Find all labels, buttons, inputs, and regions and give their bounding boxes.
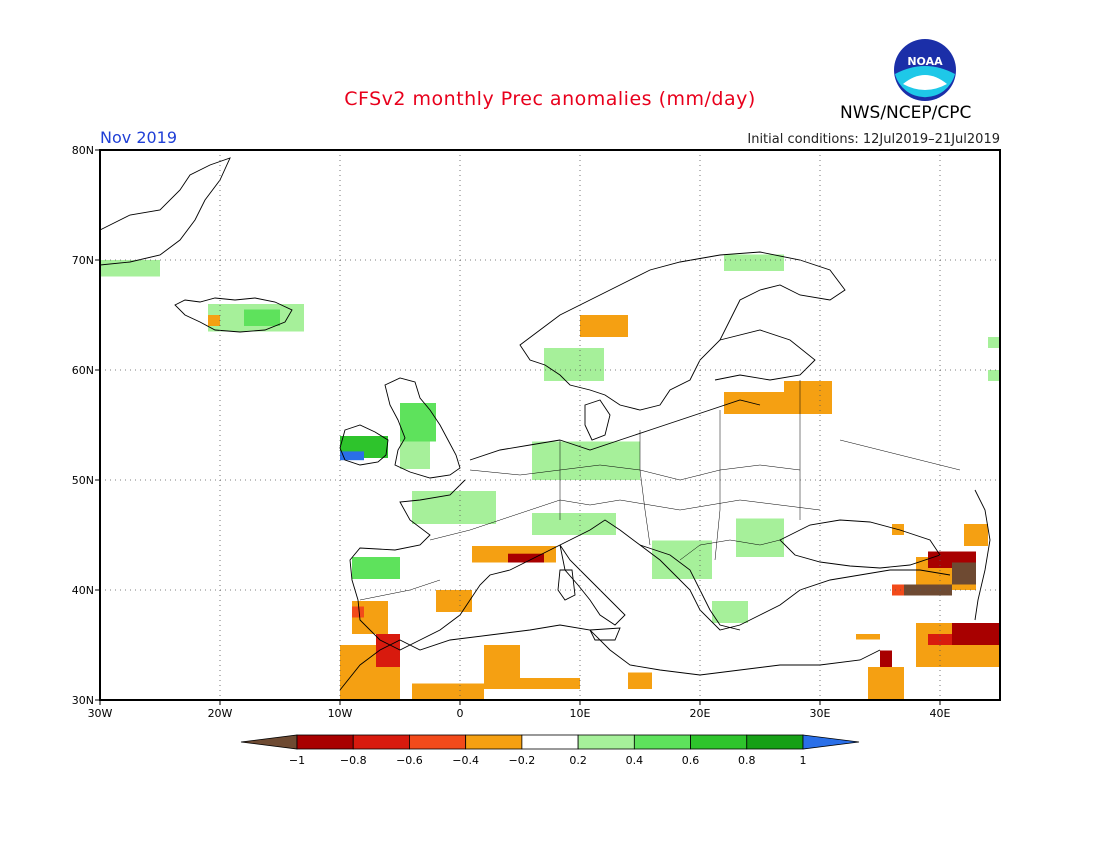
anomaly-region-7 — [340, 451, 364, 461]
colorbar-segment-0 — [296, 734, 354, 750]
anomaly-region-0 — [100, 260, 160, 277]
anomaly-region-30 — [724, 254, 784, 271]
anomaly-region-39 — [952, 623, 1000, 645]
colorbar-label: −0.8 — [340, 754, 367, 767]
lat-tick-label: 30N — [72, 694, 94, 707]
colorbar-segment-6 — [633, 734, 691, 750]
forecast-month: Nov 2019 — [100, 128, 178, 147]
anomaly-region-27 — [784, 381, 832, 392]
colorbar-label: −0.6 — [396, 754, 423, 767]
colorbar-label: 0.4 — [626, 754, 644, 767]
lon-tick-label: 30E — [810, 707, 831, 720]
anomaly-region-2 — [244, 309, 280, 326]
anomaly-region-35 — [952, 562, 976, 585]
anomaly-region-12 — [508, 553, 544, 563]
anomaly-region-46 — [988, 370, 1000, 381]
anomaly-region-1 — [208, 304, 304, 332]
colorbar-segment-7 — [690, 734, 748, 750]
colorbar-arrow-low — [240, 734, 298, 750]
anomaly-region-19 — [412, 683, 484, 700]
colorbar-arrow-high — [802, 734, 860, 750]
anomaly-region-5 — [400, 441, 430, 469]
anomaly-region-33 — [916, 557, 976, 590]
anomaly-region-43 — [628, 672, 652, 689]
logo-text: NOAA — [907, 55, 943, 68]
anomaly-region-38 — [916, 623, 1000, 667]
anomaly-region-44 — [856, 634, 880, 640]
anomaly-region-21 — [520, 678, 580, 689]
colorbar-segment-3 — [465, 734, 523, 750]
anomaly-region-36 — [904, 584, 952, 596]
anomaly-region-20 — [484, 645, 520, 689]
colorbar: −1 −0.8 −0.6 −0.4 −0.2 0.2 0.4 0.6 0.8 1 — [240, 734, 860, 767]
lat-tick-label: 50N — [72, 474, 94, 487]
country-borders — [359, 380, 961, 601]
anomaly-region-17 — [340, 645, 400, 700]
chart-title: CFSv2 monthly Prec anomalies (mm/day) — [344, 88, 756, 110]
colorbar-segment-2 — [409, 734, 467, 750]
anomaly-region-45 — [988, 337, 1000, 348]
colorbar-label: 0.2 — [569, 754, 587, 767]
lon-tick-label: 30W — [88, 707, 113, 720]
anomaly-region-16 — [436, 590, 472, 612]
anomaly-region-22 — [652, 540, 712, 579]
anomaly-region-25 — [712, 601, 748, 623]
colorbar-label: 0.6 — [682, 754, 700, 767]
anomaly-region-29 — [580, 315, 628, 337]
anomaly-region-3 — [208, 315, 220, 326]
anomaly-regions — [100, 254, 1000, 700]
colorbar-label: −1 — [289, 754, 305, 767]
anomaly-region-41 — [880, 650, 892, 667]
anomaly-region-32 — [964, 524, 988, 546]
lon-tick-label: 10W — [328, 707, 353, 720]
anomaly-region-9 — [412, 491, 496, 524]
noaa-logo: NOAA — [894, 39, 956, 101]
colorbar-segment-4 — [521, 734, 579, 750]
colorbar-segment-1 — [352, 734, 410, 750]
anomaly-region-13 — [352, 557, 400, 579]
anomaly-region-26 — [724, 392, 832, 414]
initial-conditions: Initial conditions: 12Jul2019–21Jul2019 — [747, 132, 1000, 147]
colorbar-label: 0.8 — [738, 754, 756, 767]
lat-tick-label: 80N — [72, 144, 94, 157]
anomaly-region-18 — [376, 634, 400, 667]
colorbar-label: −0.4 — [452, 754, 479, 767]
lat-lon-grid — [100, 150, 1000, 700]
anomaly-region-24 — [736, 518, 784, 557]
anomaly-region-40 — [928, 634, 952, 645]
anomaly-region-6 — [340, 436, 388, 458]
lon-tick-label: 20E — [690, 707, 711, 720]
map-frame — [99, 149, 1001, 701]
lon-tick-label: 10E — [570, 707, 591, 720]
lat-tick-label: 60N — [72, 364, 94, 377]
anomaly-region-31 — [892, 524, 904, 535]
anomaly-region-42 — [868, 667, 904, 700]
agency-label: NWS/NCEP/CPC — [840, 103, 972, 123]
anomaly-region-37 — [892, 584, 904, 596]
coastlines — [99, 157, 991, 691]
colorbar-label: 1 — [800, 754, 807, 767]
anomaly-region-14 — [352, 601, 388, 634]
colorbar-segment-5 — [577, 734, 635, 750]
lon-tick-label: 0 — [457, 707, 464, 720]
anomaly-region-15 — [352, 606, 364, 618]
anomaly-region-8 — [532, 441, 640, 480]
lat-tick-label: 70N — [72, 254, 94, 267]
anomaly-region-4 — [400, 403, 436, 442]
lon-tick-label: 40E — [930, 707, 951, 720]
lat-tick-label: 40N — [72, 584, 94, 597]
colorbar-label: −0.2 — [509, 754, 536, 767]
anomaly-region-28 — [544, 348, 604, 381]
anomaly-region-23 — [736, 524, 784, 546]
lon-tick-label: 20W — [208, 707, 233, 720]
axis-ticks: 30W 20W 10W 0 10E 20E 30E 40E 80N 70N 60N 50N 40N 30N — [72, 144, 951, 720]
anomaly-region-10 — [532, 513, 616, 535]
colorbar-segment-8 — [746, 734, 804, 750]
anomaly-region-11 — [472, 546, 556, 563]
anomaly-region-34 — [928, 551, 976, 568]
